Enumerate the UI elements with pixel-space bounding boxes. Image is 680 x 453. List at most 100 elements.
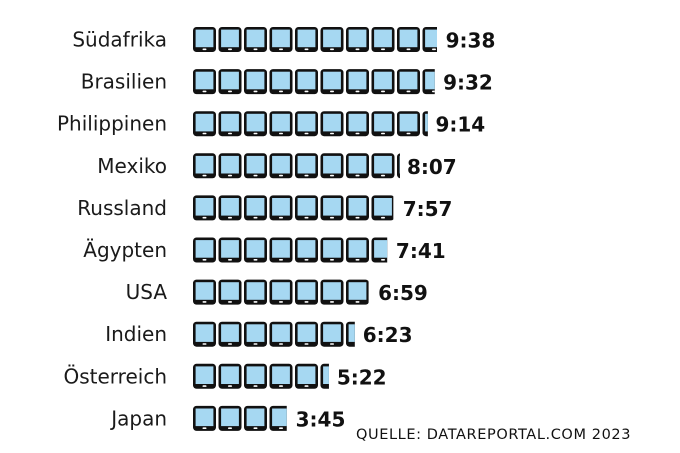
tablet-icon — [218, 111, 242, 137]
tablet-icon — [320, 195, 344, 221]
tablet-icon — [244, 237, 267, 263]
tablet-icon — [346, 237, 369, 263]
tablet-icon — [295, 69, 318, 95]
tablet-icon — [244, 405, 267, 431]
bar-row: Japan 3:45 — [109, 405, 345, 431]
tablet-icon — [193, 195, 216, 221]
category-label: Mexiko — [97, 154, 167, 178]
tablet-icon — [346, 69, 369, 95]
tablet-icon — [320, 69, 344, 95]
tablet-icon — [218, 405, 242, 431]
tablet-icon — [193, 111, 216, 137]
tablet-icon — [371, 111, 395, 137]
category-label: Österreich — [64, 364, 168, 388]
tablet-icon — [346, 153, 369, 179]
bar-row: Ägypten 7:41 — [83, 237, 446, 263]
tablet-icon — [295, 27, 318, 52]
tablet-icon — [295, 321, 318, 347]
category-label: Philippinen — [57, 112, 167, 136]
tablet-icon — [371, 237, 388, 263]
value-label: 9:32 — [443, 71, 493, 95]
bar-row: USA 6:59 — [126, 279, 428, 305]
tablet-icon — [320, 111, 344, 137]
tablet-icon — [193, 363, 216, 389]
tablet-icon — [295, 153, 318, 179]
category-label: Russland — [77, 196, 167, 220]
tablet-icon — [295, 237, 318, 263]
value-label: 8:07 — [407, 155, 457, 179]
tablet-icon — [397, 69, 420, 95]
tablet-icon — [346, 279, 369, 305]
bar-row: Südafrika 9:38 — [72, 27, 495, 53]
category-label: Ägypten — [83, 238, 167, 262]
category-label: Brasilien — [81, 70, 167, 94]
tablet-icon — [371, 69, 395, 95]
tablet-icon — [218, 321, 242, 347]
tablet-icon — [295, 363, 318, 389]
bar-row: Russland 7:57 — [77, 195, 452, 221]
tablet-icon — [218, 153, 242, 179]
tablet-icon — [397, 153, 400, 179]
category-label: Japan — [109, 406, 167, 430]
category-label: Indien — [105, 322, 167, 346]
tablet-icon — [371, 195, 394, 221]
tablet-icon — [269, 363, 293, 389]
tablet-icon — [346, 195, 369, 221]
tablet-icon — [244, 69, 267, 95]
tablet-icon — [193, 237, 216, 263]
tablet-icon — [422, 111, 428, 137]
tablet-icon — [244, 321, 267, 347]
tablet-icon — [269, 69, 293, 95]
tablet-icon — [193, 405, 216, 431]
tablet-icon — [320, 279, 344, 305]
tablet-icon — [371, 27, 395, 52]
tablet-icon — [397, 27, 420, 52]
tablet-icon — [269, 153, 293, 179]
tablet-icon — [269, 279, 293, 305]
tablet-icon — [269, 195, 293, 221]
tablet-icon — [269, 321, 293, 347]
tablet-icon — [269, 27, 293, 52]
value-label: 5:22 — [337, 365, 387, 389]
tablet-icon — [269, 237, 293, 263]
category-label: USA — [126, 280, 168, 304]
tablet-icon — [320, 153, 344, 179]
bar-row: Mexiko 8:07 — [97, 153, 457, 179]
bar-row: Österreich 5:22 — [64, 363, 387, 389]
bar-row: Indien 6:23 — [105, 321, 413, 347]
tablet-icon — [346, 321, 355, 347]
tablet-icon — [320, 321, 344, 347]
tablet-icon — [397, 111, 420, 137]
tablet-icon — [320, 237, 344, 263]
tablet-icon — [244, 153, 267, 179]
source-note: QUELLE: DATAREPORTAL.COM 2023 — [356, 427, 632, 443]
value-label: 6:23 — [363, 323, 413, 347]
tablet-icon — [346, 111, 369, 137]
bar-row: Brasilien 9:32 — [81, 69, 493, 95]
tablet-icon — [244, 279, 267, 305]
tablet-icon — [244, 363, 267, 389]
value-label: 9:14 — [435, 113, 485, 137]
tablet-icon — [193, 153, 216, 179]
tablet-icon — [244, 27, 267, 52]
tablet-icon — [320, 363, 329, 389]
value-label: 6:59 — [378, 281, 428, 305]
tablet-icon — [346, 27, 369, 52]
tablet-icon — [193, 321, 216, 347]
tablet-icon — [422, 27, 438, 52]
bar-row: Philippinen 9:14 — [57, 111, 485, 137]
tablet-icon — [269, 405, 287, 431]
tablet-icon — [320, 27, 344, 52]
tablet-icon — [295, 195, 318, 221]
tablet-icon — [295, 111, 318, 137]
tablet-icon — [193, 279, 216, 305]
tablet-icon — [218, 27, 242, 52]
tablet-icon — [218, 69, 242, 95]
tablet-icon — [295, 279, 318, 305]
tablet-icon — [218, 363, 242, 389]
tablet-icon — [193, 69, 216, 95]
tablet-icon — [269, 111, 293, 137]
tablet-icon — [218, 195, 242, 221]
tablet-icon — [244, 195, 267, 221]
